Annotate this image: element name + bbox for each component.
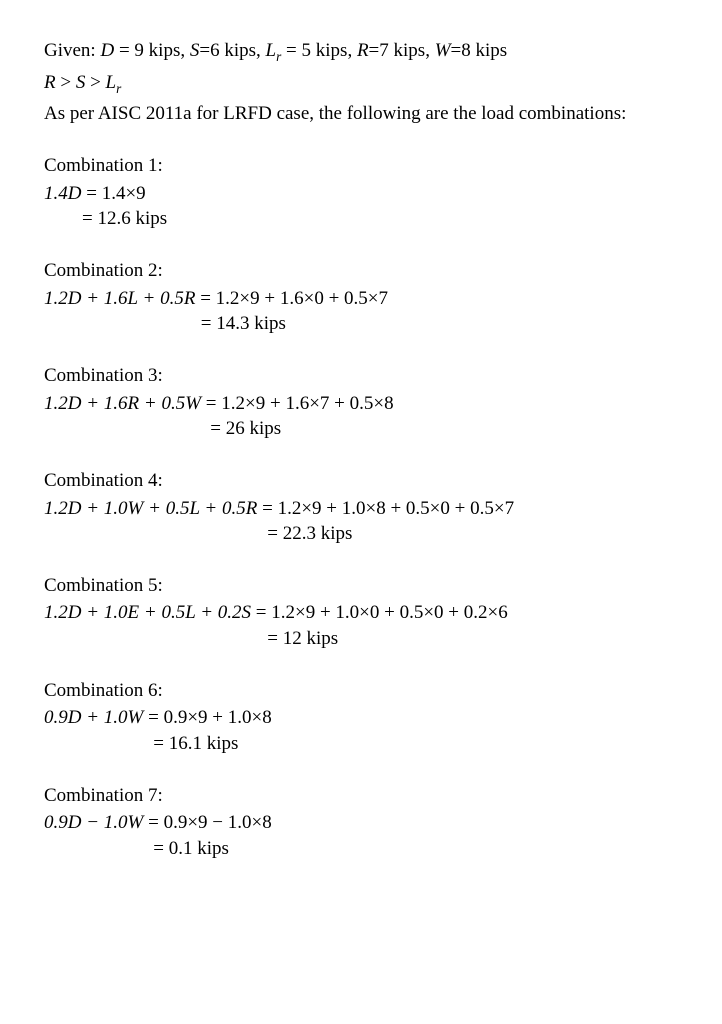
combo-5-eq: 1.2D + 1.0E + 0.5L + 0.2S = 1.2×9 + 1.0×… — [44, 600, 678, 626]
combo-2: Combination 2: 1.2D + 1.6L + 0.5R = 1.2×… — [44, 258, 678, 337]
combo-1-result-val: 12.6 kips — [97, 208, 167, 229]
combo-2-eq: 1.2D + 1.6L + 0.5R = 1.2×9 + 1.6×0 + 0.5… — [44, 286, 678, 312]
given-prefix: Given: — [44, 40, 100, 61]
combo-1-result: = 12.6 kips — [44, 206, 678, 232]
combo-6-rhs: 0.9×9 + 1.0×8 — [164, 707, 272, 728]
ineq-L: L — [106, 72, 117, 93]
combo-3-result: = 26 kips — [44, 416, 678, 442]
combo-1-rhs: 1.4×9 — [102, 183, 146, 204]
combo-2-pad — [44, 313, 201, 334]
combo-7-eq: 0.9D − 1.0W = 0.9×9 − 1.0×8 — [44, 810, 678, 836]
combo-5: Combination 5: 1.2D + 1.0E + 0.5L + 0.2S… — [44, 573, 678, 652]
combo-3-pad — [44, 418, 210, 439]
inequality-line: R > S > Lr — [44, 70, 678, 98]
combo-3-result-val: 26 kips — [226, 418, 281, 439]
ineq-gt2: > — [85, 72, 105, 93]
combo-6-lhs: 0.9D + 1.0W — [44, 707, 143, 728]
combo-1: Combination 1: 1.4D = 1.4×9 = 12.6 kips — [44, 153, 678, 232]
combo-1-title: Combination 1: — [44, 153, 678, 179]
combo-2-result: = 14.3 kips — [44, 311, 678, 337]
given-block: Given: D = 9 kips, S=6 kips, Lr = 5 kips… — [44, 38, 678, 127]
combo-4: Combination 4: 1.2D + 1.0W + 0.5L + 0.5R… — [44, 468, 678, 547]
ineq-Lr-sub: r — [116, 81, 121, 96]
combo-7-lhs: 0.9D − 1.0W — [44, 812, 143, 833]
intro-text: As per AISC 2011a for LRFD case, the fol… — [44, 101, 678, 127]
combo-4-result-val: 22.3 kips — [283, 523, 353, 544]
W-label: W — [435, 40, 451, 61]
Lr-val: 5 kips — [302, 40, 348, 61]
Lr-sub: r — [276, 49, 281, 64]
combo-6-pad — [44, 733, 153, 754]
combo-7-result-val: 0.1 kips — [169, 838, 229, 859]
combo-6-eq: 0.9D + 1.0W = 0.9×9 + 1.0×8 — [44, 705, 678, 731]
combo-2-result-val: 14.3 kips — [216, 313, 286, 334]
combo-7-title: Combination 7: — [44, 783, 678, 809]
combo-4-result: = 22.3 kips — [44, 521, 678, 547]
Lr-label: L — [266, 40, 277, 61]
combo-6-result: = 16.1 kips — [44, 731, 678, 757]
combo-4-eq: 1.2D + 1.0W + 0.5L + 0.5R = 1.2×9 + 1.0×… — [44, 496, 678, 522]
combo-4-lhs: 1.2D + 1.0W + 0.5L + 0.5R — [44, 498, 257, 519]
combo-1-eq: 1.4D = 1.4×9 — [44, 181, 678, 207]
combo-7-pad — [44, 838, 153, 859]
ineq-S: S — [76, 72, 86, 93]
combo-5-pad — [44, 628, 267, 649]
combo-3-title: Combination 3: — [44, 363, 678, 389]
combo-2-rhs: 1.2×9 + 1.6×0 + 0.5×7 — [216, 288, 388, 309]
W-val: 8 kips — [461, 40, 507, 61]
combo-4-title: Combination 4: — [44, 468, 678, 494]
combo-3-lhs: 1.2D + 1.6R + 0.5W — [44, 393, 201, 414]
ineq-gt1: > — [56, 72, 76, 93]
R-label: R — [357, 40, 369, 61]
combo-1-pad — [44, 208, 82, 229]
combo-2-lhs: 1.2D + 1.6L + 0.5R — [44, 288, 195, 309]
S-label: S — [190, 40, 200, 61]
combo-3: Combination 3: 1.2D + 1.6R + 0.5W = 1.2×… — [44, 363, 678, 442]
combo-7-rhs: 0.9×9 − 1.0×8 — [164, 812, 272, 833]
combo-1-lhs: 1.4D — [44, 183, 81, 204]
R-val: 7 kips — [379, 40, 425, 61]
combo-5-lhs: 1.2D + 1.0E + 0.5L + 0.2S — [44, 602, 251, 623]
combo-6-title: Combination 6: — [44, 678, 678, 704]
ineq-R: R — [44, 72, 56, 93]
combo-3-rhs: 1.2×9 + 1.6×7 + 0.5×8 — [221, 393, 393, 414]
D-val: 9 kips — [134, 40, 180, 61]
combo-5-result: = 12 kips — [44, 626, 678, 652]
combo-2-title: Combination 2: — [44, 258, 678, 284]
combo-4-rhs: 1.2×9 + 1.0×8 + 0.5×0 + 0.5×7 — [278, 498, 515, 519]
combo-7-result: = 0.1 kips — [44, 836, 678, 862]
combo-7: Combination 7: 0.9D − 1.0W = 0.9×9 − 1.0… — [44, 783, 678, 862]
combo-5-title: Combination 5: — [44, 573, 678, 599]
D-label: D — [100, 40, 114, 61]
combo-5-result-val: 12 kips — [283, 628, 338, 649]
combo-4-pad — [44, 523, 267, 544]
combo-6-result-val: 16.1 kips — [169, 733, 239, 754]
combo-5-rhs: 1.2×9 + 1.0×0 + 0.5×0 + 0.2×6 — [271, 602, 508, 623]
given-line: Given: D = 9 kips, S=6 kips, Lr = 5 kips… — [44, 38, 678, 66]
combo-3-eq: 1.2D + 1.6R + 0.5W = 1.2×9 + 1.6×7 + 0.5… — [44, 391, 678, 417]
S-val: 6 kips — [210, 40, 256, 61]
combo-6: Combination 6: 0.9D + 1.0W = 0.9×9 + 1.0… — [44, 678, 678, 757]
